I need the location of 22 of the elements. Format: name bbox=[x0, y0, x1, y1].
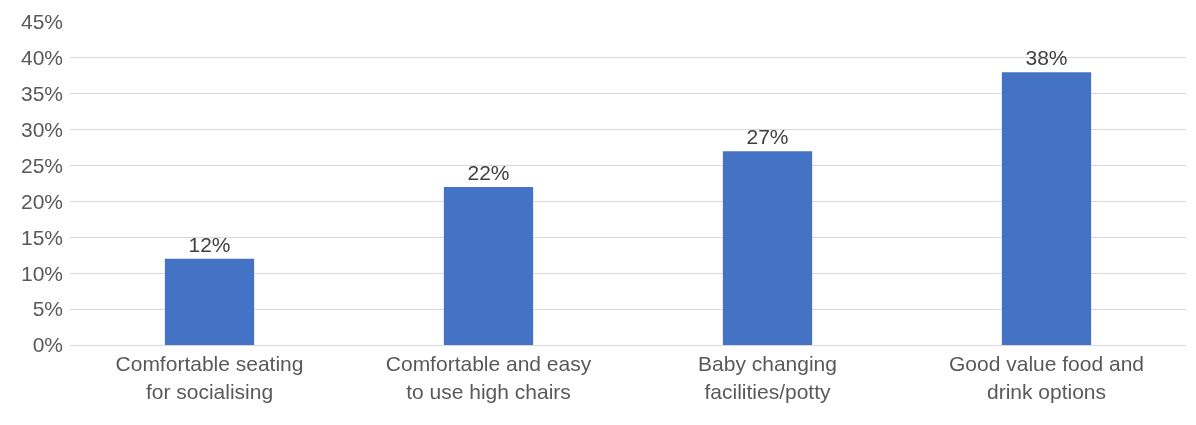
data-label: 12% bbox=[188, 232, 231, 256]
data-label: 38% bbox=[1025, 46, 1068, 70]
x-tick-label: Comfortable seating for socialising bbox=[115, 352, 304, 403]
x-tick-label: Baby changing facilities/potty bbox=[698, 352, 837, 403]
y-tick-label: 35% bbox=[20, 82, 63, 106]
x-tick-label: Good value food and drink options bbox=[949, 352, 1144, 403]
y-tick-label: 5% bbox=[32, 297, 63, 321]
y-tick-label: 25% bbox=[20, 153, 63, 177]
bar bbox=[443, 187, 534, 345]
y-tick-label: 0% bbox=[32, 333, 63, 357]
x-tick-label: Comfortable and easy to use high chairs bbox=[385, 352, 592, 403]
bar bbox=[722, 151, 813, 345]
bar bbox=[164, 258, 255, 345]
bar bbox=[1001, 72, 1092, 345]
y-tick-label: 10% bbox=[20, 261, 63, 285]
y-tick-label: 45% bbox=[20, 10, 63, 34]
data-label: 27% bbox=[746, 125, 789, 149]
y-tick-label: 20% bbox=[20, 189, 63, 213]
data-label: 22% bbox=[467, 161, 510, 185]
y-tick-label: 30% bbox=[20, 118, 63, 142]
y-tick-label: 15% bbox=[20, 225, 63, 249]
y-tick-label: 40% bbox=[20, 46, 63, 70]
